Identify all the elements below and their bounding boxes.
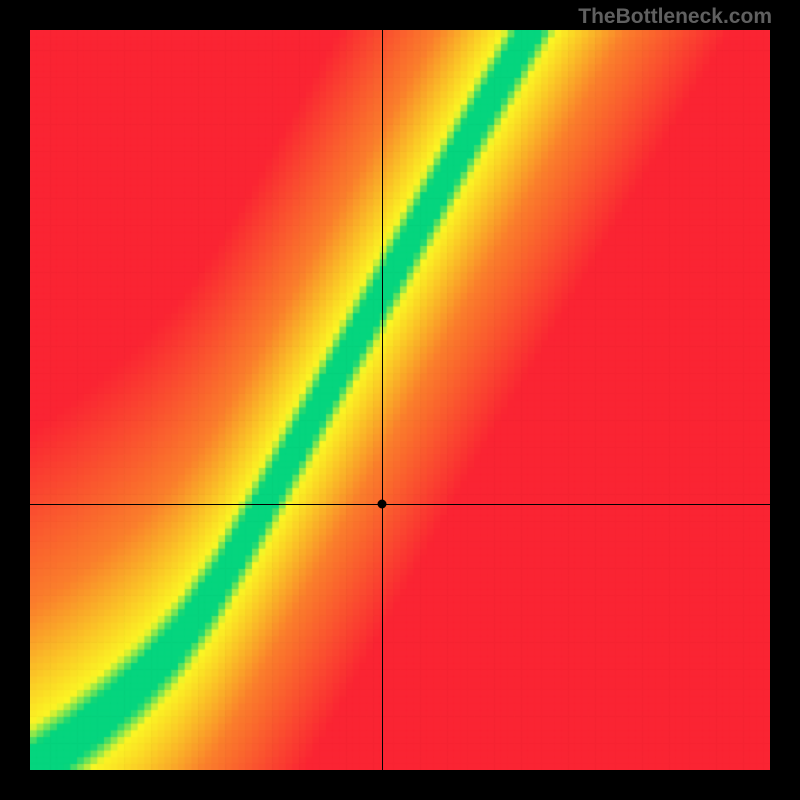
selected-point	[377, 499, 386, 508]
bottleneck-heatmap	[30, 30, 770, 770]
watermark: TheBottleneck.com	[578, 5, 772, 29]
chart-container: TheBottleneck.com	[0, 0, 800, 800]
crosshair-vertical	[382, 30, 383, 770]
plot-area	[30, 30, 770, 770]
crosshair-horizontal	[30, 504, 770, 505]
